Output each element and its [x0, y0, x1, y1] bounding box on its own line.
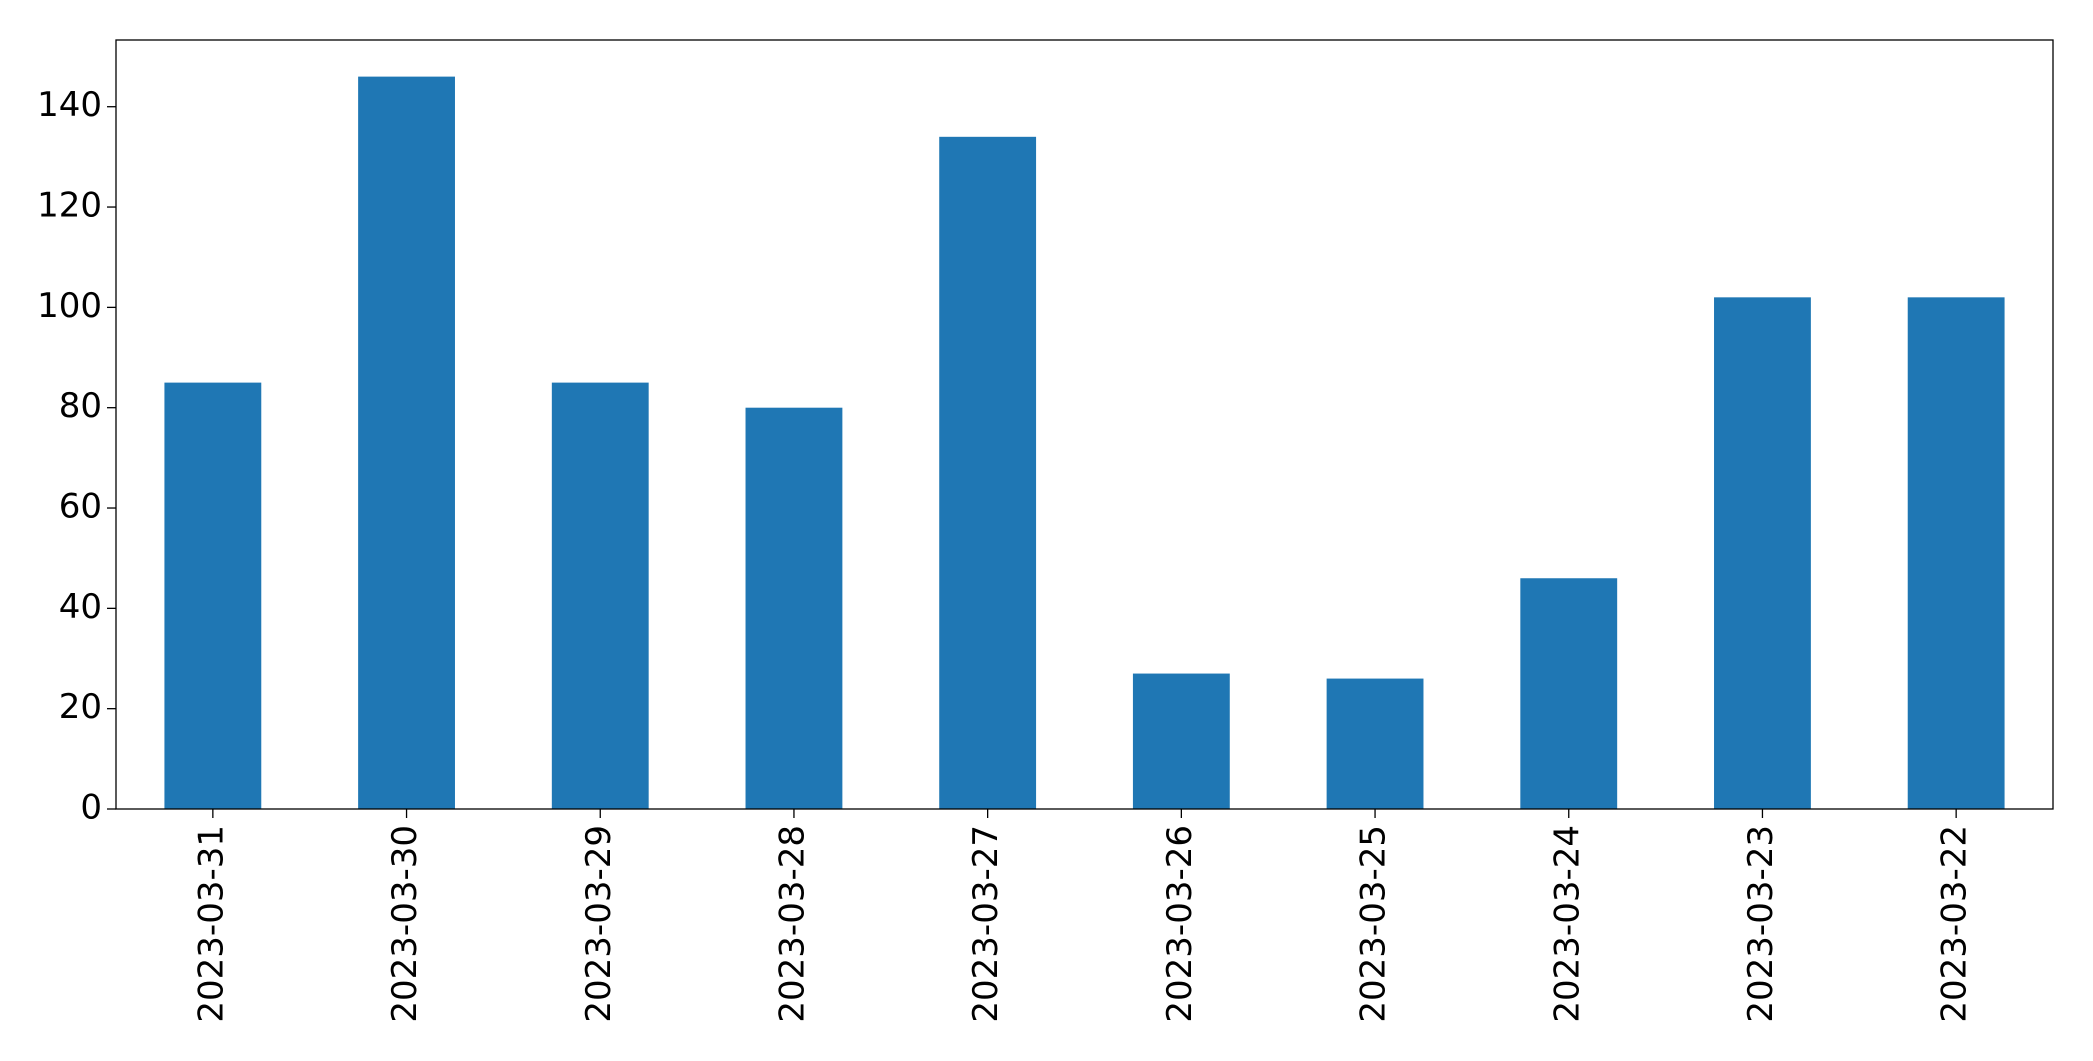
plot-frame: [115, 39, 2054, 810]
y-tick-label: 0: [80, 788, 102, 828]
bar: [551, 382, 649, 809]
y-tick-label: 100: [37, 286, 102, 326]
bar: [1520, 578, 1618, 809]
y-tick-label: 60: [59, 487, 102, 527]
x-tick-label: 2023-03-24: [1547, 825, 1587, 1023]
bar: [1132, 673, 1230, 809]
bar: [1326, 678, 1424, 809]
x-tick-label: 2023-03-23: [1741, 825, 1781, 1023]
bar: [745, 407, 843, 809]
y-tick-label: 20: [59, 687, 102, 727]
bar: [939, 136, 1037, 809]
y-tick-label: 80: [59, 386, 102, 426]
x-tick-label: 2023-03-22: [1935, 825, 1975, 1023]
bar: [1907, 297, 2005, 809]
bar: [358, 76, 455, 810]
x-tick-label: 2023-03-31: [191, 825, 231, 1023]
x-tick-label: 2023-03-29: [579, 825, 619, 1023]
x-tick-label: 2023-03-26: [1160, 825, 1200, 1023]
x-tick-label: 2023-03-27: [966, 825, 1006, 1023]
bar: [164, 382, 262, 809]
x-tick-label: 2023-03-25: [1354, 825, 1394, 1023]
y-tick-label: 140: [37, 85, 102, 125]
x-tick-label: 2023-03-30: [385, 825, 425, 1023]
y-tick-label: 40: [59, 587, 102, 627]
y-tick-label: 120: [37, 186, 102, 226]
x-tick-label: 2023-03-28: [772, 825, 812, 1023]
bar: [1714, 297, 1811, 809]
